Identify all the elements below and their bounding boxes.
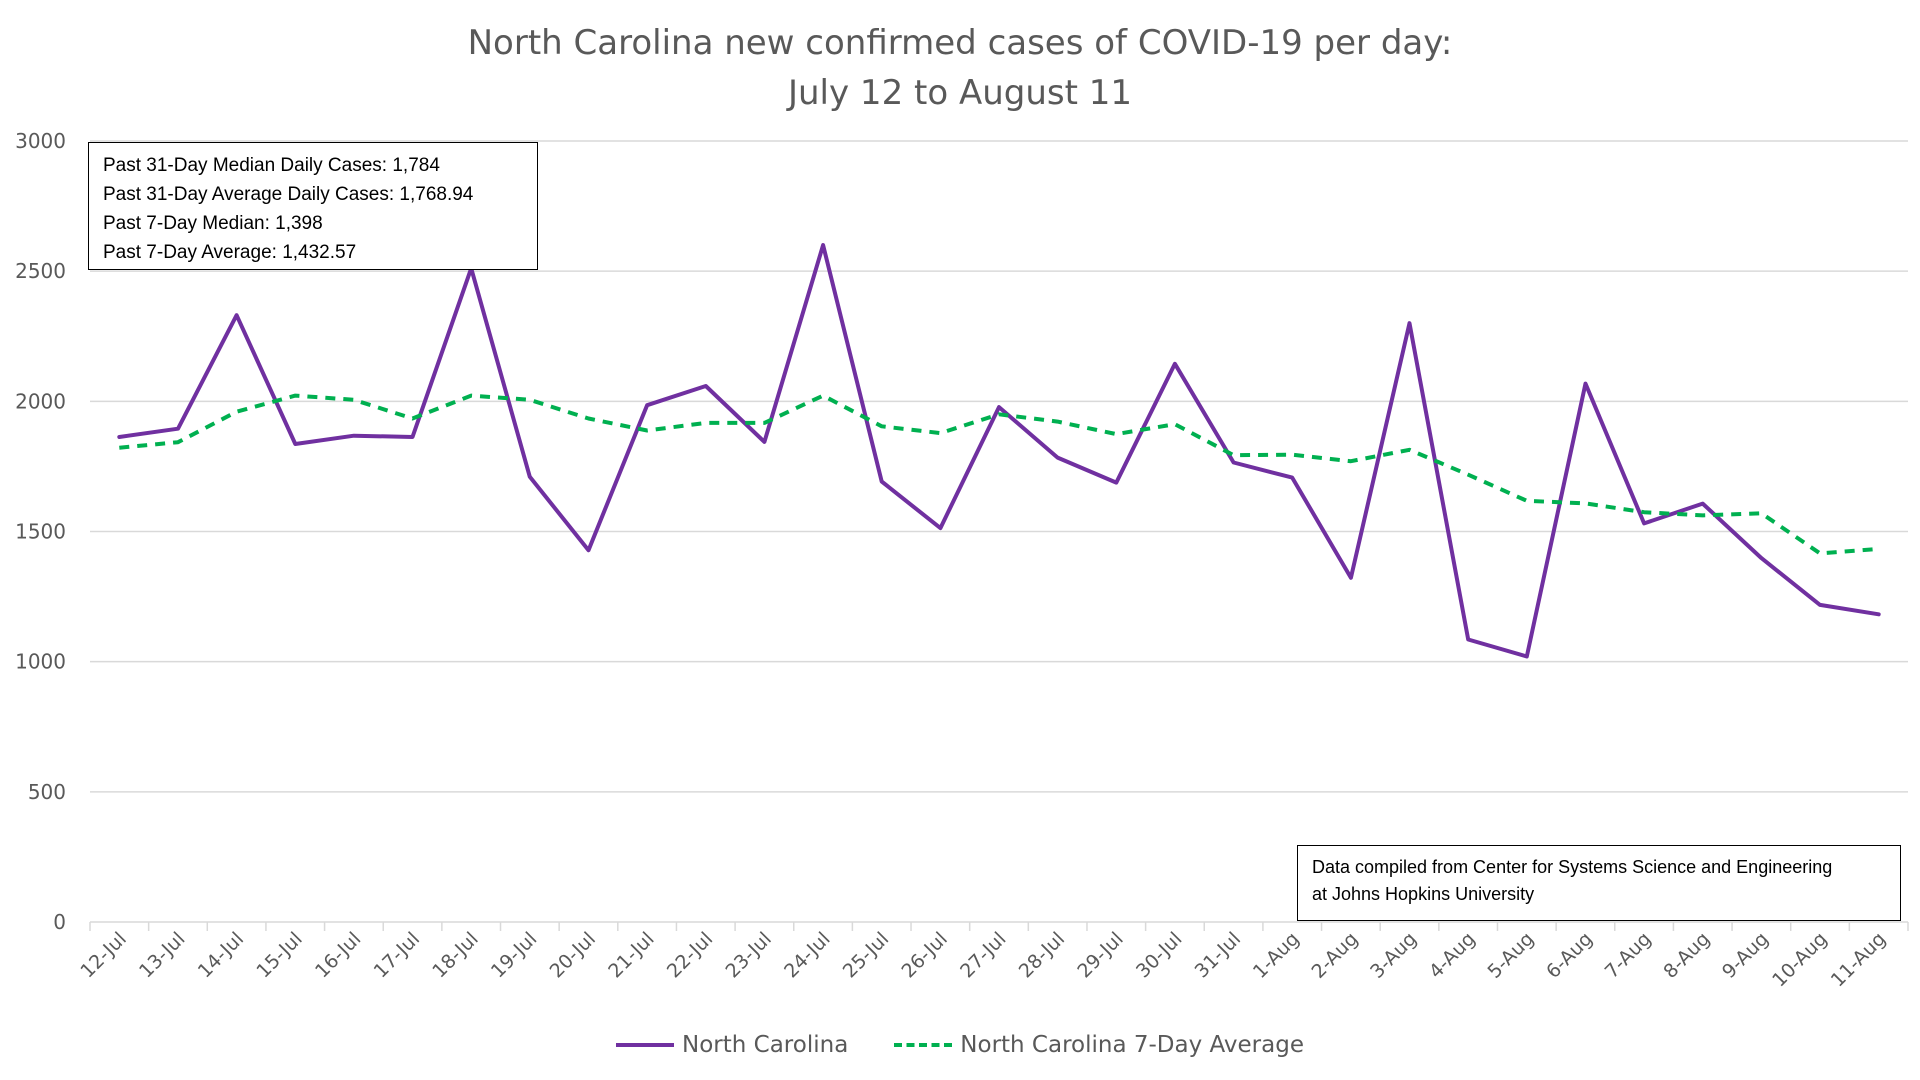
x-tick-label-2-Aug: 2-Aug <box>1308 928 1363 983</box>
x-tick-label-11-Aug: 11-Aug <box>1827 928 1890 991</box>
stat-median-31-day: Past 31-Day Median Daily Cases: 1,784 <box>103 155 440 176</box>
x-tick-label-1-Aug: 1-Aug <box>1249 928 1304 983</box>
chart-title-line-2: July 12 to August 11 <box>787 73 1133 113</box>
x-tick-label-5-Aug: 5-Aug <box>1483 928 1538 983</box>
series-line-north-carolina-7-day-average <box>119 393 1879 556</box>
legend-item-north-carolina: North Carolina <box>616 1032 848 1058</box>
x-tick-label-26-Jul: 26-Jul <box>897 928 951 982</box>
chart-title-line-1: North Carolina new confirmed cases of CO… <box>467 23 1453 63</box>
summary-stats-box: Past 31-Day Median Daily Cases: 1,784 Pa… <box>88 142 538 270</box>
stat-average-7-day: Past 7-Day Average: 1,432.57 <box>103 242 357 263</box>
y-tick-label-500: 500 <box>28 780 66 804</box>
legend-label-north-carolina: North Carolina <box>682 1032 849 1058</box>
data-source-box: Data compiled from Center for Systems Sc… <box>1297 845 1901 921</box>
x-tick-label-13-Jul: 13-Jul <box>135 928 189 982</box>
x-tick-label-7-Aug: 7-Aug <box>1601 928 1656 983</box>
chart-legend: North Carolina North Carolina 7-Day Aver… <box>0 1032 1920 1058</box>
stat-average-31-day: Past 31-Day Average Daily Cases: 1,768.9… <box>103 184 474 205</box>
y-tick-label-3000: 3000 <box>15 129 66 153</box>
x-tick-label-10-Aug: 10-Aug <box>1768 928 1831 991</box>
y-tick-label-1500: 1500 <box>15 520 66 544</box>
legend-swatch-solid-line <box>616 1043 675 1047</box>
legend-label-7-day-average: North Carolina 7-Day Average <box>960 1032 1304 1058</box>
x-tick-label-14-Jul: 14-Jul <box>194 928 248 982</box>
series-line-north-carolina <box>117 243 1881 659</box>
x-tick-label-4-Aug: 4-Aug <box>1425 928 1480 983</box>
x-tick-label-20-Jul: 20-Jul <box>546 928 600 982</box>
x-tick-label-15-Jul: 15-Jul <box>252 928 306 982</box>
x-tick-label-31-Jul: 31-Jul <box>1191 928 1245 982</box>
x-tick-label-29-Jul: 29-Jul <box>1073 928 1127 982</box>
y-tick-label-1000: 1000 <box>15 650 66 674</box>
y-tick-label-2500: 2500 <box>15 259 66 283</box>
y-tick-label-0: 0 <box>53 910 66 934</box>
x-tick-label-30-Jul: 30-Jul <box>1132 928 1186 982</box>
x-tick-label-18-Jul: 18-Jul <box>428 928 482 982</box>
x-tick-label-19-Jul: 19-Jul <box>487 928 541 982</box>
x-tick-label-27-Jul: 27-Jul <box>956 928 1010 982</box>
x-tick-label-24-Jul: 24-Jul <box>780 928 834 982</box>
x-tick-label-28-Jul: 28-Jul <box>1015 928 1069 982</box>
gridlines <box>90 140 1908 793</box>
x-tick-label-9-Aug: 9-Aug <box>1718 928 1773 983</box>
x-tick-label-23-Jul: 23-Jul <box>721 928 775 982</box>
x-tick-label-8-Aug: 8-Aug <box>1659 928 1714 983</box>
source-line-1: Data compiled from Center for Systems Sc… <box>1312 857 1833 877</box>
legend-item-7-day-average: North Carolina 7-Day Average <box>894 1032 1304 1058</box>
stat-median-7-day: Past 7-Day Median: 1,398 <box>103 213 323 234</box>
x-tick-label-17-Jul: 17-Jul <box>370 928 424 982</box>
source-line-2: at Johns Hopkins University <box>1312 884 1535 904</box>
x-tick-label-22-Jul: 22-Jul <box>663 928 717 982</box>
x-tick-label-21-Jul: 21-Jul <box>604 928 658 982</box>
legend-swatch-dashed-line <box>894 1043 953 1047</box>
x-tick-label-16-Jul: 16-Jul <box>311 928 365 982</box>
x-tick-label-25-Jul: 25-Jul <box>839 928 893 982</box>
x-tick-label-3-Aug: 3-Aug <box>1366 928 1421 983</box>
x-tick-label-12-Jul: 12-Jul <box>76 928 130 982</box>
x-tick-label-6-Aug: 6-Aug <box>1542 928 1597 983</box>
series-lines <box>117 243 1881 659</box>
chart-title: North Carolina new confirmed cases of CO… <box>0 18 1920 118</box>
y-tick-label-2000: 2000 <box>15 389 66 413</box>
